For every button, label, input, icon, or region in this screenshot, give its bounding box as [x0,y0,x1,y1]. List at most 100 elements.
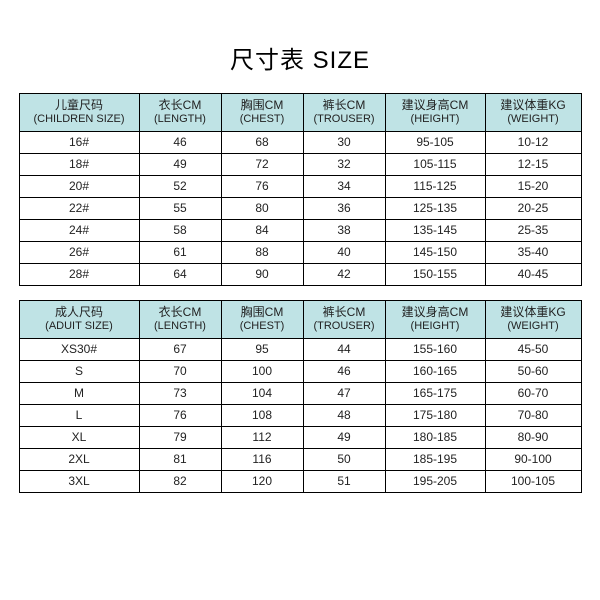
table-row: 26#618840145-15035-40 [19,241,581,263]
table-cell: 84 [221,219,303,241]
table-cell: 34 [303,175,385,197]
table-cell: 70-80 [485,404,581,426]
table-cell: 48 [303,404,385,426]
col-header: 成人尺码(ADUIT SIZE) [19,300,139,338]
col-header: 儿童尺码(CHILDREN SIZE) [19,94,139,132]
table-cell: 58 [139,219,221,241]
table-cell: 52 [139,175,221,197]
table-cell: 72 [221,153,303,175]
table-cell: 195-205 [385,470,485,492]
table-cell: 90-100 [485,448,581,470]
table-cell: 108 [221,404,303,426]
table-row: XS30#679544155-16045-50 [19,338,581,360]
table-cell: 104 [221,382,303,404]
table-cell: 180-185 [385,426,485,448]
children-body: 16#46683095-10510-1218#497232105-11512-1… [19,131,581,285]
table-cell: 30 [303,131,385,153]
table-cell: 55 [139,197,221,219]
table-cell: 16# [19,131,139,153]
page-title: 尺寸表 SIZE [230,40,370,75]
table-cell: 80 [221,197,303,219]
gap-row [19,285,581,300]
table-cell: 76 [221,175,303,197]
table-cell: 22# [19,197,139,219]
table-cell: 47 [303,382,385,404]
table-cell: 155-160 [385,338,485,360]
adult-body: XS30#679544155-16045-50S7010046160-16550… [19,338,581,492]
children-header-row: 儿童尺码(CHILDREN SIZE) 衣长CM(LENGTH) 胸围CM(CH… [19,94,581,132]
col-header: 胸围CM(CHEST) [221,300,303,338]
adult-header-row: 成人尺码(ADUIT SIZE) 衣长CM(LENGTH) 胸围CM(CHEST… [19,300,581,338]
table-row: 20#527634115-12515-20 [19,175,581,197]
col-header: 裤长CM(TROUSER) [303,94,385,132]
col-header: 胸围CM(CHEST) [221,94,303,132]
table-row: 28#649042150-15540-45 [19,263,581,285]
table-row: 2XL8111650185-19590-100 [19,448,581,470]
col-header: 建议身高CM(HEIGHT) [385,94,485,132]
table-cell: 81 [139,448,221,470]
table-cell: 67 [139,338,221,360]
table-cell: 80-90 [485,426,581,448]
table-cell: 70 [139,360,221,382]
table-cell: 35-40 [485,241,581,263]
table-cell: 175-180 [385,404,485,426]
table-cell: 82 [139,470,221,492]
table-row: 3XL8212051195-205100-105 [19,470,581,492]
table-cell: 160-165 [385,360,485,382]
col-header: 裤长CM(TROUSER) [303,300,385,338]
table-cell: 15-20 [485,175,581,197]
table-cell: 50 [303,448,385,470]
table-cell: 12-15 [485,153,581,175]
table-cell: 38 [303,219,385,241]
table-cell: 100 [221,360,303,382]
table-cell: 24# [19,219,139,241]
table-cell: 61 [139,241,221,263]
col-header: 建议体重KG(WEIGHT) [485,94,581,132]
table-cell: 64 [139,263,221,285]
col-header: 建议体重KG(WEIGHT) [485,300,581,338]
table-cell: M [19,382,139,404]
children-size-table: 儿童尺码(CHILDREN SIZE) 衣长CM(LENGTH) 胸围CM(CH… [19,93,582,493]
table-cell: 20# [19,175,139,197]
table-cell: 185-195 [385,448,485,470]
table-cell: 51 [303,470,385,492]
table-row: S7010046160-16550-60 [19,360,581,382]
table-cell: 50-60 [485,360,581,382]
table-cell: 90 [221,263,303,285]
table-cell: 49 [303,426,385,448]
table-cell: 2XL [19,448,139,470]
table-cell: 46 [303,360,385,382]
table-cell: XS30# [19,338,139,360]
table-cell: 46 [139,131,221,153]
table-cell: 68 [221,131,303,153]
table-cell: 125-135 [385,197,485,219]
table-row: L7610848175-18070-80 [19,404,581,426]
table-cell: 100-105 [485,470,581,492]
col-header: 建议身高CM(HEIGHT) [385,300,485,338]
table-row: M7310447165-17560-70 [19,382,581,404]
table-cell: L [19,404,139,426]
table-cell: 32 [303,153,385,175]
table-cell: 88 [221,241,303,263]
size-chart-page: 尺寸表 SIZE 儿童尺码(CHILDREN SIZE) 衣长CM(LENGTH… [0,0,600,600]
table-row: 16#46683095-10510-12 [19,131,581,153]
table-cell: 79 [139,426,221,448]
table-cell: 112 [221,426,303,448]
table-cell: 165-175 [385,382,485,404]
table-cell: 26# [19,241,139,263]
table-cell: 116 [221,448,303,470]
table-cell: 95-105 [385,131,485,153]
table-cell: 135-145 [385,219,485,241]
table-cell: 150-155 [385,263,485,285]
table-cell: 45-50 [485,338,581,360]
table-cell: 20-25 [485,197,581,219]
table-cell: 28# [19,263,139,285]
table-cell: 60-70 [485,382,581,404]
table-cell: XL [19,426,139,448]
table-cell: 95 [221,338,303,360]
col-header: 衣长CM(LENGTH) [139,300,221,338]
table-cell: 73 [139,382,221,404]
table-cell: 49 [139,153,221,175]
table-cell: 145-150 [385,241,485,263]
table-cell: S [19,360,139,382]
